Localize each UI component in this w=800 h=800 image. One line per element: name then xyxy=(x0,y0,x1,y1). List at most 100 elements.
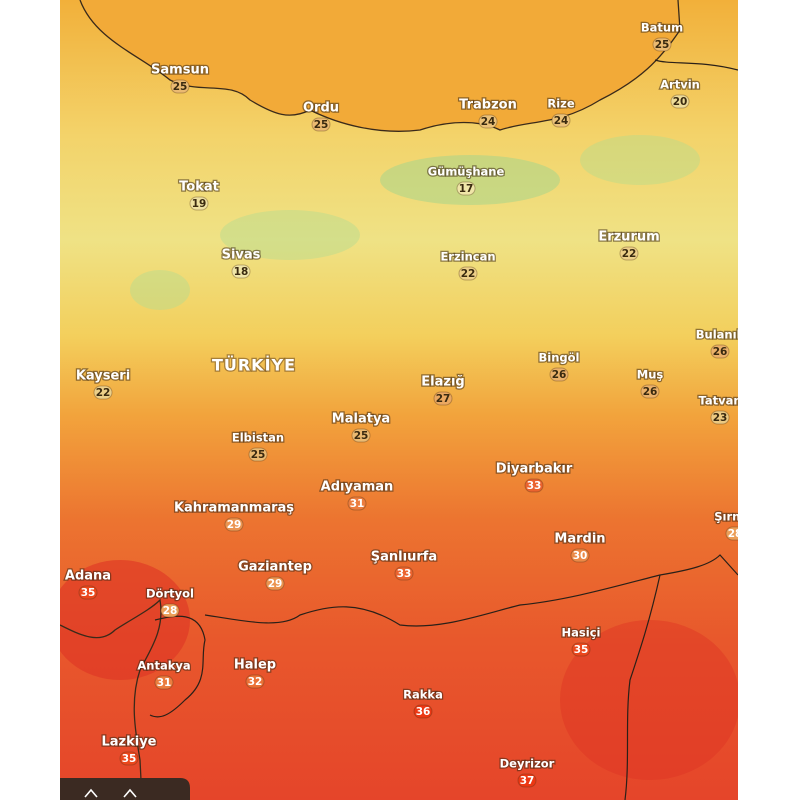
temp-badge xyxy=(524,478,544,493)
temp-badge xyxy=(347,496,367,511)
temp-value: 26 xyxy=(713,346,728,358)
city-name: Bulanık xyxy=(696,328,745,342)
temp-value: 25 xyxy=(655,39,670,51)
temp-badge xyxy=(551,113,571,128)
temp-value: 26 xyxy=(643,386,658,398)
temp-badge xyxy=(413,704,433,719)
city-name: Elbistan xyxy=(232,431,284,445)
city-name: Gümüşhane xyxy=(428,165,505,179)
temp-badge xyxy=(710,344,730,359)
temp-value: 17 xyxy=(459,183,474,195)
city-name: Ordu xyxy=(303,101,339,116)
temp-badge xyxy=(265,576,285,591)
temp-badge xyxy=(570,548,590,563)
temp-badge xyxy=(245,674,265,689)
city-name: Hasiçi xyxy=(562,626,601,640)
panel-tab[interactable] xyxy=(60,778,190,800)
temp-badge xyxy=(311,117,331,132)
temp-value: 25 xyxy=(251,449,266,461)
city-name: Gaziantep xyxy=(238,560,312,575)
temp-badge xyxy=(433,391,453,406)
temp-badge xyxy=(394,566,414,581)
city-name: Kahramanmaraş xyxy=(174,501,294,516)
temp-value: 24 xyxy=(481,116,496,128)
temp-badge xyxy=(640,384,660,399)
city-name: Adana xyxy=(65,569,111,584)
temp-badge xyxy=(189,196,209,211)
temp-value: 28 xyxy=(728,528,743,540)
city-name: Erzincan xyxy=(440,250,495,264)
temp-badge xyxy=(248,447,268,462)
cool-area xyxy=(580,135,700,185)
temp-value: 33 xyxy=(397,568,412,580)
temp-value: 24 xyxy=(554,115,569,127)
border xyxy=(624,574,661,800)
city-name: Elazığ xyxy=(421,375,464,390)
temp-value: 19 xyxy=(192,198,207,210)
temp-value: 23 xyxy=(713,412,728,424)
temp-value: 28 xyxy=(163,605,178,617)
expand-chevrons[interactable] xyxy=(84,788,137,798)
cool-area xyxy=(130,270,190,310)
temp-value: 26 xyxy=(552,369,567,381)
temp-badge xyxy=(571,642,591,657)
city-name: Antakya xyxy=(137,659,190,673)
city-name: Bingöl xyxy=(539,351,580,365)
city-name: Samsun xyxy=(151,63,209,78)
temp-value: 25 xyxy=(173,81,188,93)
city-name: Rakka xyxy=(403,688,443,702)
temp-badge xyxy=(478,114,498,129)
city-name: Lazkiye xyxy=(101,735,156,750)
city-name: Batum xyxy=(641,21,683,35)
temp-badge xyxy=(458,266,478,281)
border xyxy=(654,59,738,71)
city-name: Muş xyxy=(637,368,664,382)
city-name: Adıyaman xyxy=(321,480,394,495)
temp-badge xyxy=(517,773,537,788)
temp-value: 35 xyxy=(81,587,96,599)
city-name: Trabzon xyxy=(459,98,517,113)
temp-badge xyxy=(652,37,672,52)
temp-badge xyxy=(78,585,98,600)
border xyxy=(149,554,738,718)
temp-value: 20 xyxy=(673,96,688,108)
city-labels: Batum 25 Samsun 25 Ordu 25 Trabzon 24 Rize 24 Artv… xyxy=(64,19,745,788)
city-name: Diyarbakır xyxy=(496,462,573,477)
temp-badge xyxy=(231,264,251,279)
cool-area xyxy=(380,155,560,205)
temp-value: 25 xyxy=(314,119,329,131)
temp-value: 35 xyxy=(574,644,589,656)
temp-value: 32 xyxy=(248,676,263,688)
temp-badge xyxy=(351,428,371,443)
temp-value: 36 xyxy=(416,706,431,718)
temp-badge xyxy=(170,79,190,94)
temp-badge xyxy=(160,603,180,618)
temp-badge xyxy=(670,94,690,109)
temp-value: 33 xyxy=(527,480,542,492)
temp-value: 22 xyxy=(622,248,637,260)
temp-badge xyxy=(93,385,113,400)
temp-value: 22 xyxy=(96,387,111,399)
temp-value: 29 xyxy=(268,578,283,590)
temp-badge xyxy=(725,526,738,541)
city-name: Şanlıurfa xyxy=(371,550,437,565)
temp-value: 31 xyxy=(157,677,172,689)
temp-badge xyxy=(710,410,730,425)
temp-badge xyxy=(456,181,476,196)
temp-value: 30 xyxy=(573,550,588,562)
country-label: TÜRKİYE xyxy=(212,356,296,375)
temp-value: 37 xyxy=(520,775,535,787)
temp-badge xyxy=(154,675,174,690)
city-name: Deyrizor xyxy=(500,757,555,771)
cool-area xyxy=(220,210,360,260)
map-layer: TÜRKİYE Batum 25 Samsun 25 Ordu 25 Trabzon 24 Ri… xyxy=(60,0,745,800)
city-name: Halep xyxy=(234,658,276,673)
city-name: Artvin xyxy=(660,78,700,92)
city-name: Malatya xyxy=(332,412,390,427)
temp-value: 27 xyxy=(436,393,451,405)
black-sea xyxy=(80,0,680,132)
city-name: Rize xyxy=(547,97,574,111)
city-name: Sivas xyxy=(222,248,261,263)
coastline xyxy=(79,0,681,132)
city-name: Kayseri xyxy=(76,369,130,384)
